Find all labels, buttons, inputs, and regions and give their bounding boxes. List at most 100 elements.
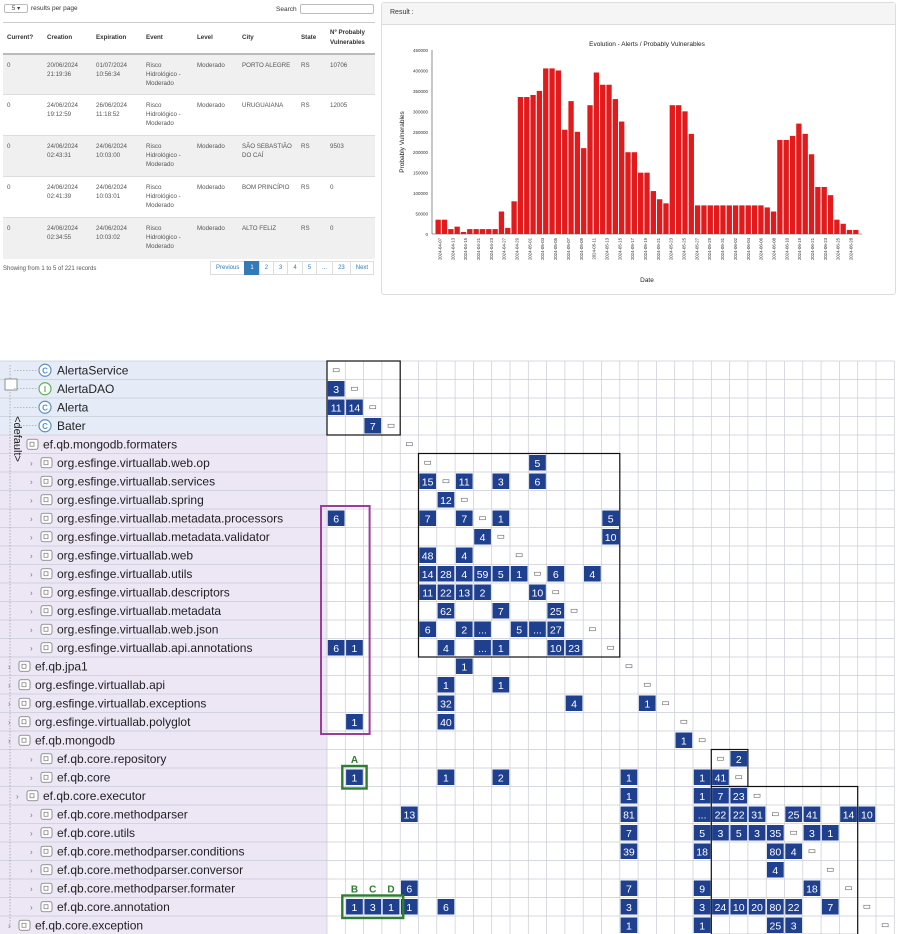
dependency-cell[interactable]: 13: [401, 806, 418, 823]
page-button[interactable]: 2: [258, 261, 275, 275]
dependency-cell[interactable]: 3: [785, 917, 802, 934]
package-row[interactable]: › ef.qb.core.methodparser: [30, 807, 188, 821]
page-button[interactable]: 23: [332, 261, 351, 275]
dependency-cell[interactable]: 10: [858, 806, 876, 823]
dependency-cell[interactable]: 4: [455, 547, 473, 564]
dependency-cell[interactable]: 23: [565, 640, 583, 656]
chevron-right-icon[interactable]: ›: [30, 459, 33, 468]
dependency-cell[interactable]: 2: [474, 584, 491, 601]
dependency-cell[interactable]: 5: [492, 566, 510, 582]
dependency-cell[interactable]: 12: [437, 492, 455, 508]
dependency-cell[interactable]: 14: [346, 399, 363, 416]
dependency-cell[interactable]: 5: [730, 825, 748, 841]
package-row[interactable]: › ef.qb.core.methodparser.formater: [30, 881, 235, 895]
dependency-cell[interactable]: 20: [748, 899, 766, 915]
dependency-cell[interactable]: 3: [693, 899, 711, 915]
dependency-cell[interactable]: 1: [437, 769, 455, 786]
dependency-cell[interactable]: 25: [785, 806, 802, 823]
dependency-cell[interactable]: ...: [529, 621, 546, 638]
dependency-cell[interactable]: 1: [492, 677, 510, 693]
chevron-right-icon[interactable]: ›: [30, 570, 33, 579]
page-button[interactable]: 5: [301, 261, 318, 275]
chevron-right-icon[interactable]: ›: [30, 903, 33, 912]
class-row-bater[interactable]: C Bater: [14, 419, 86, 433]
chevron-right-icon[interactable]: ›: [30, 625, 33, 634]
dependency-cell[interactable]: 81: [620, 806, 638, 823]
dependency-cell[interactable]: 4: [565, 695, 583, 712]
page-button[interactable]: 1: [244, 261, 260, 275]
dependency-cell[interactable]: 10: [529, 584, 546, 601]
dependency-cell[interactable]: ...: [693, 806, 711, 823]
dependency-cell[interactable]: 1: [492, 640, 510, 656]
package-row[interactable]: › org.esfinge.virtuallab.polyglot: [8, 715, 191, 729]
dependency-cell[interactable]: 7: [419, 510, 436, 527]
package-row[interactable]: › org.esfinge.virtuallab.services: [30, 474, 215, 488]
package-row[interactable]: › ef.qb.core.repository: [30, 752, 166, 766]
dependency-cell[interactable]: 1: [620, 917, 638, 934]
dependency-cell[interactable]: 1: [437, 677, 455, 693]
column-header[interactable]: Current?: [3, 22, 43, 55]
chevron-right-icon[interactable]: ›: [30, 551, 33, 560]
chevron-right-icon[interactable]: ›: [8, 662, 11, 671]
dependency-cell[interactable]: 4: [455, 566, 473, 582]
dependency-cell[interactable]: 3: [620, 899, 638, 915]
dependency-cell[interactable]: 4: [767, 862, 784, 878]
dependency-cell[interactable]: 25: [767, 917, 784, 934]
dependency-cell[interactable]: 1: [382, 899, 400, 915]
column-header[interactable]: State: [297, 22, 326, 55]
dependency-cell[interactable]: 1: [346, 769, 363, 786]
dependency-cell[interactable]: 22: [437, 584, 455, 601]
chevron-right-icon[interactable]: ›: [30, 810, 33, 819]
dependency-cell[interactable]: 6: [547, 566, 565, 582]
package-row[interactable]: › org.esfinge.virtuallab.api.annotations: [30, 641, 252, 655]
dependency-cell[interactable]: 6: [401, 880, 418, 897]
dependency-cell[interactable]: 35: [767, 825, 784, 841]
dependency-cell[interactable]: 6: [529, 473, 546, 490]
dependency-cell[interactable]: 1: [821, 825, 839, 841]
dependency-cell[interactable]: 5: [602, 510, 619, 527]
dependency-cell[interactable]: 7: [620, 825, 638, 841]
dependency-cell[interactable]: 1: [346, 899, 363, 915]
package-row[interactable]: › org.esfinge.virtuallab.metadata.validat…: [30, 530, 270, 544]
dependency-cell[interactable]: 10: [602, 529, 619, 545]
column-header[interactable]: Creation: [43, 22, 92, 55]
dependency-cell[interactable]: 1: [620, 788, 638, 804]
package-row[interactable]: › org.esfinge.virtuallab.web.json: [30, 622, 218, 636]
column-header[interactable]: Level: [193, 22, 238, 55]
chevron-right-icon[interactable]: ›: [30, 829, 33, 838]
dependency-cell[interactable]: 4: [474, 529, 491, 545]
chevron-right-icon[interactable]: ›: [30, 588, 33, 597]
package-row[interactable]: › org.esfinge.virtuallab.exceptions: [8, 696, 206, 710]
dependency-cell[interactable]: 23: [730, 788, 748, 804]
class-row-alertadao[interactable]: I AlertaDAO: [14, 382, 114, 396]
package-row[interactable]: › org.esfinge.virtuallab.api: [8, 678, 165, 692]
package-row[interactable]: › org.esfinge.virtuallab.web.op: [30, 456, 210, 470]
column-header[interactable]: Expiration: [92, 22, 142, 55]
package-row[interactable]: › org.esfinge.virtuallab.descriptors: [30, 585, 230, 599]
dependency-cell[interactable]: 1: [693, 788, 711, 804]
dependency-cell[interactable]: 25: [547, 603, 565, 619]
dependency-cell[interactable]: 59: [474, 566, 491, 582]
dependency-cell[interactable]: 4: [584, 566, 601, 582]
dependency-cell[interactable]: 2: [455, 621, 473, 638]
dependency-cell[interactable]: 41: [712, 769, 729, 786]
dependency-cell[interactable]: 1: [620, 769, 638, 786]
dependency-cell[interactable]: 5: [693, 825, 711, 841]
chevron-right-icon[interactable]: ›: [30, 533, 33, 542]
package-row[interactable]: › ef.qb.mongodb.formaters: [16, 437, 177, 451]
package-row[interactable]: › org.esfinge.virtuallab.metadata: [30, 604, 221, 618]
dependency-cell[interactable]: 13: [455, 584, 473, 601]
dependency-cell[interactable]: 18: [803, 880, 821, 897]
dependency-cell[interactable]: 4: [437, 640, 455, 656]
dependency-cell[interactable]: 40: [437, 714, 455, 730]
package-row[interactable]: › ef.qb.core.methodparser.conditions: [30, 844, 244, 858]
dependency-cell[interactable]: 7: [821, 899, 839, 915]
dependency-cell[interactable]: 41: [803, 806, 821, 823]
package-row[interactable]: › ef.qb.core: [30, 770, 111, 784]
dependency-cell[interactable]: 6: [327, 640, 345, 656]
dependency-cell[interactable]: 1: [693, 917, 711, 934]
dependency-cell[interactable]: 14: [419, 566, 436, 582]
package-row[interactable]: › org.esfinge.virtuallab.spring: [30, 493, 204, 507]
dependency-cell[interactable]: 32: [437, 695, 455, 712]
dependency-cell[interactable]: 27: [547, 621, 565, 638]
